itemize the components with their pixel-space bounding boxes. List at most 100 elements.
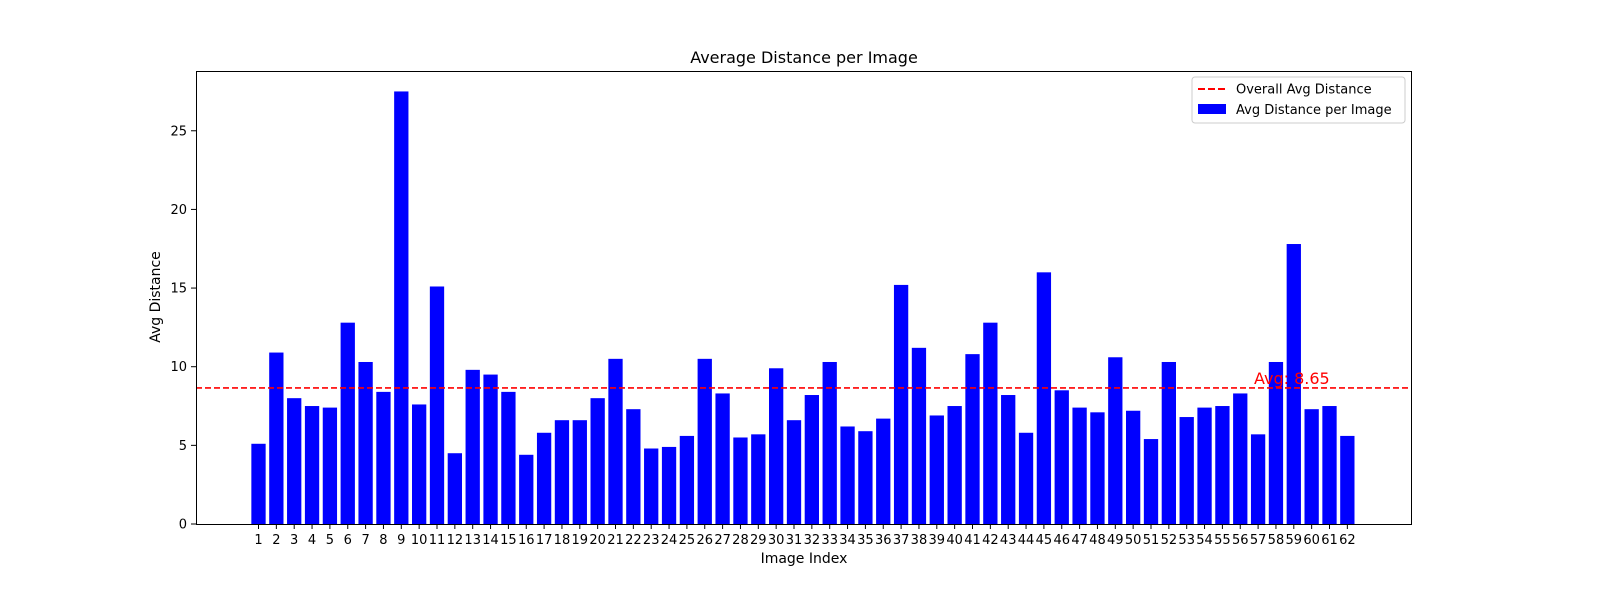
x-tick-label: 60 (1303, 533, 1320, 548)
bar-35 (858, 431, 873, 524)
bar-9 (394, 91, 409, 524)
x-tick-label: 8 (379, 533, 387, 548)
bars-layer (251, 91, 1355, 525)
bar-24 (661, 446, 677, 524)
average-line-layer: Avg: 8.65 (196, 369, 1411, 389)
bar-10 (412, 404, 427, 524)
y-tick-label: 15 (170, 282, 187, 297)
bar-22 (626, 409, 641, 524)
x-tick-label: 56 (1232, 533, 1249, 548)
bar-57 (1250, 434, 1266, 524)
bar-37 (893, 284, 909, 524)
x-tick-label: 2 (272, 533, 280, 548)
y-tick-label: 25 (170, 124, 187, 139)
x-tick-label: 24 (661, 533, 678, 548)
y-tick-label: 0 (179, 518, 187, 533)
y-tick-label: 10 (170, 360, 187, 375)
x-tick-label: 9 (397, 533, 405, 548)
bar-23 (644, 448, 659, 524)
x-tick-label: 51 (1143, 533, 1160, 548)
bar-62 (1340, 435, 1355, 524)
x-tick-label: 45 (1036, 533, 1053, 548)
bar-11 (429, 286, 445, 524)
bar-51 (1143, 439, 1159, 524)
bar-58 (1268, 361, 1284, 524)
average-annotation: Avg: 8.65 (1254, 369, 1330, 388)
chart-title: Average Distance per Image (690, 48, 918, 67)
x-tick-label: 49 (1107, 533, 1124, 548)
x-tick-label: 33 (821, 533, 838, 548)
bar-26 (697, 358, 712, 524)
x-tick-label: 42 (982, 533, 999, 548)
bar-21 (608, 358, 623, 524)
x-tick-label: 20 (589, 533, 606, 548)
legend-bar-label: Avg Distance per Image (1236, 103, 1392, 118)
x-tick-label: 12 (447, 533, 464, 548)
x-tick-label: 29 (750, 533, 767, 548)
x-tick-label: 46 (1053, 533, 1070, 548)
bar-43 (1001, 395, 1016, 524)
bar-12 (447, 453, 462, 524)
x-tick-label: 13 (464, 533, 481, 548)
legend-bar-swatch (1198, 104, 1226, 114)
bar-42 (983, 322, 998, 524)
x-tick-label: 62 (1339, 533, 1356, 548)
x-tick-label: 30 (768, 533, 785, 548)
bar-49 (1108, 357, 1123, 524)
bar-19 (572, 420, 587, 524)
y-axis: 0 5 10 15 20 25 (170, 124, 196, 533)
legend-box (1191, 76, 1406, 124)
x-tick-label: 55 (1214, 533, 1231, 548)
bar-2 (269, 352, 284, 524)
bar-6 (340, 322, 355, 524)
bar-61 (1322, 406, 1337, 524)
x-tick-label: 59 (1286, 533, 1303, 548)
x-tick-label: 54 (1196, 533, 1213, 548)
bar-36 (876, 418, 891, 524)
bar-38 (911, 347, 927, 524)
bar-33 (822, 361, 837, 524)
y-tick-label: 20 (170, 203, 187, 218)
x-tick-label: 3 (290, 533, 298, 548)
bar-17 (536, 432, 552, 524)
bar-32 (804, 395, 819, 524)
bar-16 (519, 454, 534, 524)
bar-7 (358, 361, 373, 524)
x-tick-label: 16 (518, 533, 535, 548)
x-axis-label: Image Index (761, 551, 848, 567)
x-tick-label: 5 (326, 533, 334, 548)
x-tick-label: 40 (946, 533, 963, 548)
bar-18 (554, 420, 570, 524)
x-tick-label: 1 (254, 533, 262, 548)
bar-47 (1072, 407, 1087, 524)
x-tick-label: 22 (625, 533, 642, 548)
x-tick-label: 11 (429, 533, 446, 548)
bar-34 (840, 426, 855, 524)
bar-31 (786, 420, 802, 524)
bar-8 (376, 391, 391, 525)
y-tick-label: 5 (179, 439, 187, 454)
bar-60 (1304, 409, 1319, 524)
bar-4 (304, 406, 320, 524)
bar-48 (1090, 412, 1105, 524)
x-tick-label: 6 (344, 533, 352, 548)
bar-46 (1054, 390, 1069, 524)
bar-54 (1197, 407, 1212, 524)
bar-27 (715, 393, 730, 524)
bar-40 (947, 406, 962, 524)
bar-59 (1286, 244, 1301, 524)
x-tick-label: 17 (536, 533, 553, 548)
bar-3 (287, 398, 302, 524)
bar-41 (965, 354, 980, 525)
x-tick-label: 53 (1178, 533, 1195, 548)
x-tick-label: 58 (1268, 533, 1285, 548)
bar-56 (1233, 393, 1248, 524)
bar-30 (769, 368, 784, 524)
bar-45 (1036, 272, 1052, 524)
x-tick-label: 4 (308, 533, 316, 548)
legend-avg-line-label: Overall Avg Distance (1236, 83, 1372, 98)
x-tick-label: 18 (554, 533, 571, 548)
bar-28 (733, 437, 748, 524)
bar-50 (1126, 410, 1141, 524)
